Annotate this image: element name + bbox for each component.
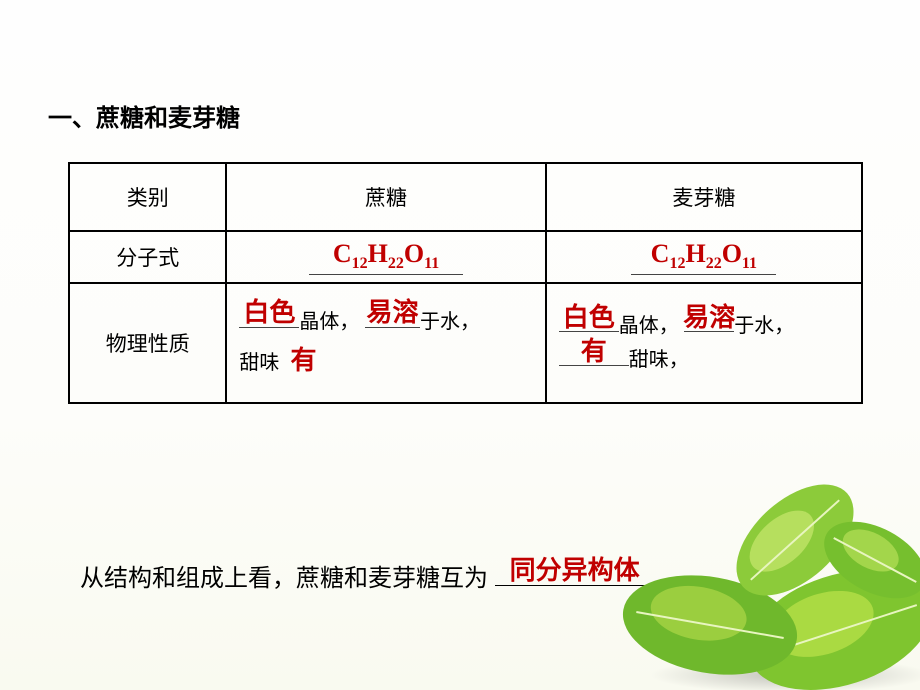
ans-sweet-r: 有	[581, 333, 607, 369]
txt-soluble-r: 于水，	[734, 315, 794, 337]
cell-physical-sucrose: 白色晶体， 易溶于水， 甜味 有	[226, 283, 545, 403]
ans-soluble-l: 易溶	[366, 294, 418, 330]
ans-soluble-r: 易溶	[683, 299, 735, 335]
th-sucrose: 蔗糖	[226, 163, 545, 231]
sentence-answer: 同分异构体	[510, 550, 640, 587]
row-label-physical: 物理性质	[69, 283, 226, 403]
ans-crystal-l: 白色	[243, 294, 295, 330]
th-maltose: 麦芽糖	[546, 163, 862, 231]
th-category: 类别	[69, 163, 226, 231]
txt-crystal-r: 晶体，	[619, 315, 679, 337]
txt-soluble-l: 于水，	[420, 311, 480, 333]
ans-sweet-l: 有	[291, 345, 317, 375]
ans-crystal-r: 白色	[563, 299, 615, 335]
txt-crystal-l: 晶体，	[299, 311, 359, 333]
summary-sentence: 从结构和组成上看，蔗糖和麦芽糖互为 同分异构体。	[80, 558, 679, 593]
cell-physical-maltose: 白色晶体， 易溶于水， 有甜味，	[546, 283, 862, 403]
cell-formula-maltose: C12H22O11	[546, 231, 862, 283]
formula-maltose: C12H22O11	[651, 239, 757, 268]
formula-sucrose: C12H22O11	[333, 239, 439, 268]
sentence-prefix: 从结构和组成上看，蔗糖和麦芽糖互为	[80, 565, 488, 592]
row-label-formula: 分子式	[69, 231, 226, 283]
sentence-suffix: 。	[655, 565, 679, 592]
section-heading: 一、蔗糖和麦芽糖	[48, 98, 240, 133]
comparison-table: 类别 蔗糖 麦芽糖 分子式 C12H22O11 C12H22O11 物理性质 白…	[68, 162, 863, 404]
txt-sweet-r: 甜味，	[629, 349, 689, 371]
txt-sweet-l: 甜味	[239, 352, 279, 374]
cell-formula-sucrose: C12H22O11	[226, 231, 545, 283]
